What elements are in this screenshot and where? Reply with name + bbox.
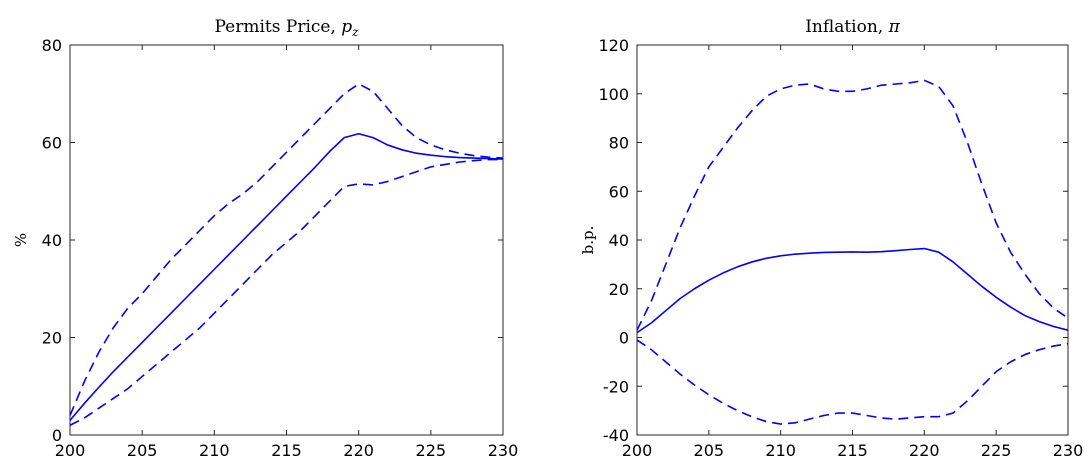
y-tick-label: 40 (609, 231, 629, 250)
plot-area (636, 44, 1069, 436)
y-tick-label: 0 (52, 426, 62, 445)
axes: 200 205 210 215 220 225 230 0 20 40 60 80 Permits Pr… (12, 17, 518, 460)
x-tick-label: 205 (694, 441, 725, 460)
x-tick-label: 210 (199, 441, 230, 460)
y-tick-label: 120 (598, 36, 629, 55)
y-tick-label: 80 (42, 36, 62, 55)
title-text: Inflation, (805, 17, 888, 37)
series-line (69, 83, 504, 416)
chart-title: Inflation, π (805, 17, 900, 37)
x-tick-label: 200 (55, 441, 86, 460)
y-axis-label: % (12, 233, 30, 247)
x-tick-label: 220 (909, 441, 940, 460)
y-tick-label: 40 (42, 231, 62, 250)
y-tick-label: 100 (598, 85, 629, 104)
y-tick-label: -40 (603, 426, 629, 445)
title-symbol: p (341, 17, 352, 37)
title-subscript: z (351, 25, 359, 39)
x-tick-label: 230 (488, 441, 519, 460)
x-tick-label: 215 (271, 441, 302, 460)
series-line (69, 158, 503, 426)
x-tick-label: 205 (127, 441, 158, 460)
x-tick-label: 225 (981, 441, 1012, 460)
series-line (636, 339, 1069, 425)
plot-area (69, 44, 504, 436)
series-line (636, 79, 1069, 331)
title-symbol: π (888, 17, 901, 37)
y-tick-label: 20 (42, 329, 62, 348)
y-tick-label: -20 (603, 377, 629, 396)
series-line (636, 247, 1069, 334)
series-line (69, 132, 504, 421)
y-axis-label: b.p. (579, 226, 597, 255)
x-tick-label: 200 (622, 441, 653, 460)
x-tick-label: 225 (416, 441, 447, 460)
y-tick-label: 80 (609, 134, 629, 153)
y-tick-label: 60 (609, 182, 629, 201)
x-tick-label: 230 (1053, 441, 1084, 460)
y-tick-label: 20 (609, 280, 629, 299)
x-tick-label: 215 (837, 441, 868, 460)
axes: 200 205 210 215 220 225 230 -40 -20 0 20 40 60 80 100 1… (579, 17, 1083, 460)
y-tick-label: 0 (619, 329, 629, 348)
x-tick-label: 210 (765, 441, 796, 460)
y-tick-label: 60 (42, 134, 62, 153)
title-text: Permits Price, (215, 17, 342, 37)
chart-title: Permits Price, pz (215, 17, 360, 39)
x-tick-label: 220 (343, 441, 374, 460)
